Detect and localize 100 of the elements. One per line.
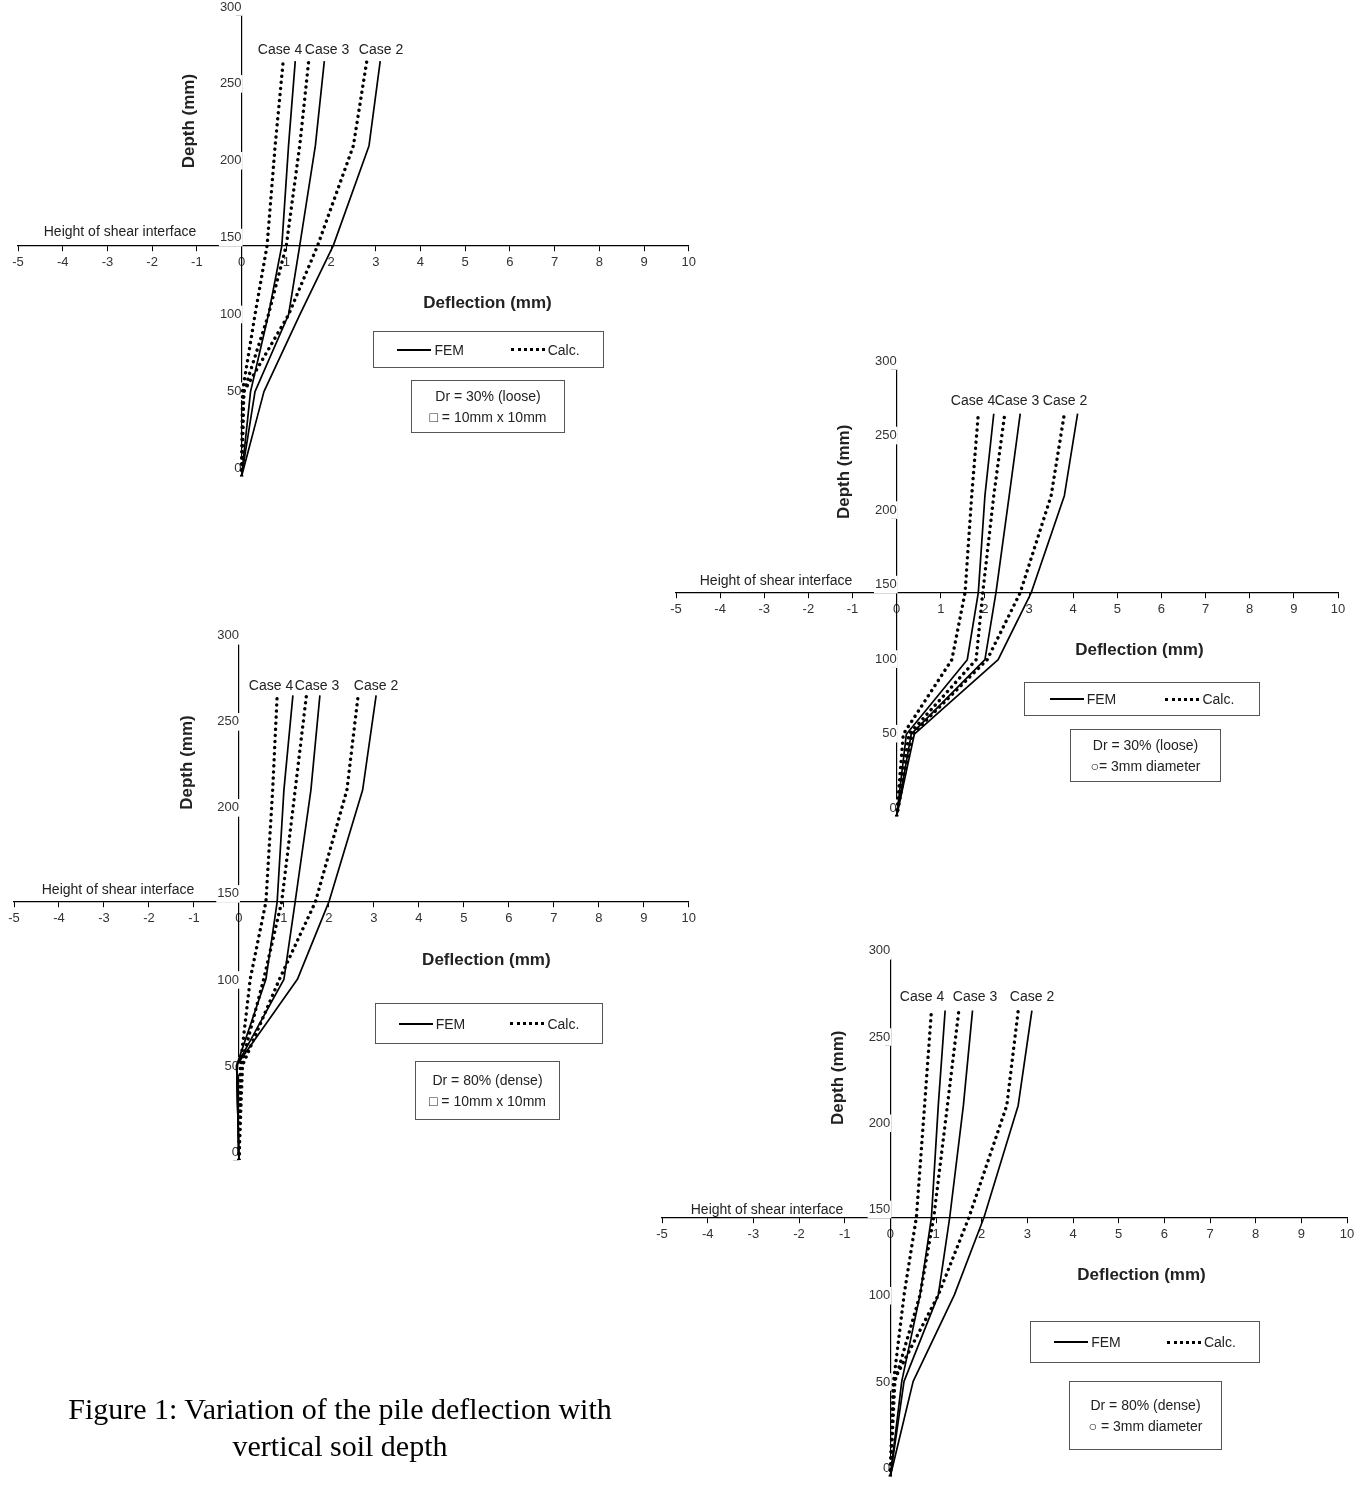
- legend-label: Calc.: [1203, 1334, 1236, 1350]
- y-tick-label: 300: [219, 0, 242, 14]
- annotation: Case 3: [304, 40, 350, 57]
- x-tick-label: -4: [56, 253, 69, 269]
- x-tick-label: 7: [551, 253, 559, 269]
- x-tick-label: -5: [656, 1225, 668, 1241]
- x-tick-label: -1: [191, 253, 203, 269]
- annotation: Case 2: [353, 676, 399, 693]
- x-tick-label: -3: [98, 910, 110, 926]
- annotation: Case 3: [952, 987, 998, 1004]
- annotation: Dr = 30% (loose): [1092, 735, 1199, 755]
- annotation: □ = 10mm x 10mm: [429, 1091, 546, 1111]
- legend-label: FEM: [1086, 691, 1117, 707]
- x-tick-label: -3: [747, 1225, 760, 1241]
- x-tick-label: -2: [143, 910, 155, 926]
- x-tick-label: 8: [595, 253, 603, 269]
- y-tick-label: 100: [217, 971, 239, 987]
- x-tick-label: 1: [280, 910, 288, 926]
- x-tick-label: 7: [1206, 1225, 1214, 1241]
- y-tick-label: 200: [868, 1114, 891, 1130]
- legend-label: Calc.: [547, 1015, 580, 1032]
- x-tick-label: 8: [1252, 1225, 1260, 1241]
- x-tick-label: -4: [701, 1225, 714, 1241]
- x-tick-label: 9: [640, 910, 648, 926]
- annotation: Height of shear interface: [41, 880, 195, 897]
- x-tick-label: 3: [1025, 600, 1033, 616]
- x-tick-label: 3: [372, 253, 380, 269]
- annotation: Case 3: [994, 391, 1040, 408]
- y-tick-label: 150: [868, 1201, 891, 1217]
- annotation: Dr = 30% (loose): [435, 386, 541, 406]
- y-tick-label: 150: [217, 885, 239, 901]
- x-tick-label: 4: [1069, 1225, 1077, 1241]
- x-axis-title: Deflection (mm): [423, 293, 552, 313]
- x-tick-label: -2: [793, 1225, 805, 1241]
- annotation: Case 2: [1042, 391, 1088, 408]
- annotation: Case 4: [950, 391, 996, 408]
- y-axis-title: Depth (mm): [828, 1030, 848, 1126]
- x-tick-label: 5: [461, 253, 469, 269]
- x-tick-label: 8: [595, 910, 603, 926]
- x-tick-label: 9: [640, 253, 648, 269]
- annotation: ○ = 3mm diameter: [1088, 1416, 1203, 1436]
- x-axis-title: Deflection (mm): [422, 949, 551, 969]
- x-tick-label: 10: [681, 910, 696, 926]
- x-tick-label: 1: [937, 600, 945, 616]
- y-tick-label: 200: [217, 799, 239, 815]
- x-tick-label: 3: [370, 910, 378, 926]
- x-tick-label: 2: [978, 1225, 986, 1241]
- legend-label: FEM: [435, 1015, 466, 1032]
- annotation: □ = 10mm x 10mm: [429, 407, 547, 427]
- annotation: Case 2: [1009, 987, 1055, 1004]
- annotation: Dr = 80% (dense): [1090, 1395, 1201, 1415]
- x-tick-label: 1: [932, 1225, 940, 1241]
- y-tick-label: 300: [217, 627, 239, 643]
- y-axis-title: Depth (mm): [834, 424, 854, 520]
- x-tick-label: 9: [1297, 1225, 1305, 1241]
- y-axis-title: Depth (mm): [179, 73, 199, 169]
- annotation: Case 2: [358, 40, 404, 57]
- x-tick-label: 6: [1160, 1225, 1168, 1241]
- x-tick-label: 6: [505, 910, 513, 926]
- y-tick-label: 100: [874, 650, 897, 666]
- annotation: Case 4: [248, 676, 294, 693]
- annotation: Dr = 80% (dense): [432, 1070, 543, 1090]
- y-tick-label: 0: [883, 1459, 891, 1475]
- x-tick-label: -2: [146, 253, 158, 269]
- x-tick-label: 10: [1339, 1225, 1355, 1241]
- x-axis-title: Deflection (mm): [1077, 1265, 1206, 1285]
- y-tick-label: 0: [889, 799, 897, 815]
- x-tick-label: 5: [1113, 600, 1121, 616]
- x-tick-label: 4: [1069, 600, 1077, 616]
- y-tick-label: 300: [868, 942, 891, 958]
- x-tick-label: -4: [714, 600, 726, 616]
- x-tick-label: -1: [838, 1225, 851, 1241]
- x-tick-label: -3: [758, 600, 771, 616]
- x-tick-label: -5: [12, 253, 24, 269]
- x-tick-label: 2: [325, 910, 333, 926]
- y-tick-label: 0: [234, 459, 242, 475]
- y-tick-label: 200: [874, 501, 897, 517]
- x-tick-label: 10: [681, 253, 696, 269]
- x-tick-label: 4: [416, 253, 425, 269]
- annotation: Case 3: [294, 676, 340, 693]
- x-axis-title: Deflection (mm): [1075, 640, 1204, 660]
- y-axis-title: Depth (mm): [176, 715, 196, 810]
- y-tick-label: 50: [875, 1373, 891, 1389]
- legend-label: FEM: [1091, 1334, 1121, 1350]
- x-tick-label: -4: [53, 910, 65, 926]
- x-tick-label: -1: [846, 600, 859, 616]
- x-tick-label: 9: [1290, 600, 1298, 616]
- legend-label: Calc.: [1202, 691, 1235, 707]
- x-tick-label: 5: [1115, 1225, 1123, 1241]
- y-tick-label: 150: [874, 576, 897, 592]
- x-tick-label: -2: [802, 600, 815, 616]
- x-tick-label: 7: [1201, 600, 1210, 616]
- x-tick-label: 8: [1246, 600, 1254, 616]
- x-tick-label: 6: [1157, 600, 1166, 616]
- annotation: Case 4: [257, 40, 303, 57]
- y-tick-label: 200: [219, 152, 242, 168]
- y-tick-label: 50: [882, 725, 897, 741]
- y-tick-label: 150: [219, 229, 242, 245]
- text: Figure 1: Variation of the pile deflection with vertical soil depth: [67, 1391, 613, 1464]
- x-tick-label: 10: [1330, 600, 1346, 616]
